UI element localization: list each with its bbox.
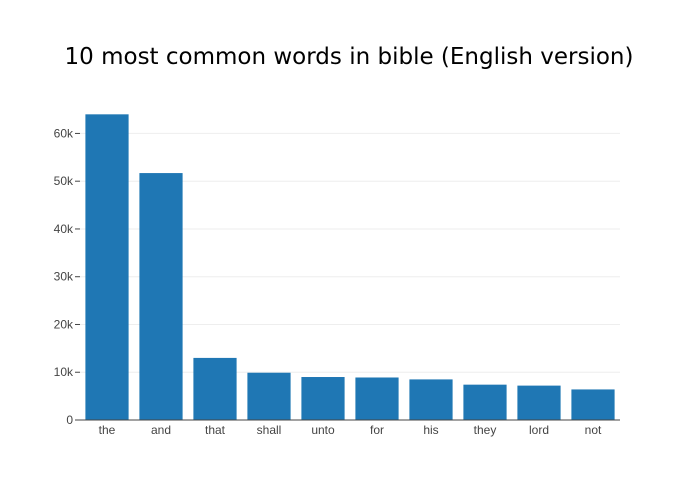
- bar-unto[interactable]: [301, 377, 345, 420]
- y-tick-label: 60k: [54, 126, 74, 140]
- bar-the[interactable]: [85, 114, 129, 420]
- bar-and[interactable]: [139, 173, 183, 420]
- y-tick-label: 0: [66, 413, 73, 427]
- x-tick-label: the: [99, 423, 116, 437]
- x-axis-ticks: the and that shall unto for his they lord not: [99, 423, 602, 437]
- y-tick-label: 50k: [54, 174, 74, 188]
- x-tick-label: they: [474, 423, 497, 437]
- bar-shall[interactable]: [247, 372, 291, 420]
- x-tick-label: that: [205, 423, 226, 437]
- chart-title: 10 most common words in bible (English v…: [65, 44, 634, 70]
- x-tick-label: unto: [311, 423, 335, 437]
- x-tick-label: not: [585, 423, 602, 437]
- bars: [85, 114, 615, 420]
- y-tick-label: 40k: [54, 222, 74, 236]
- bar-they[interactable]: [463, 384, 507, 420]
- y-axis-ticks: 0 10k 20k 30k 40k 50k 60k: [54, 126, 80, 427]
- x-tick-label: his: [423, 423, 438, 437]
- bar-not[interactable]: [571, 389, 615, 420]
- bar-for[interactable]: [355, 377, 399, 420]
- y-tick-label: 30k: [54, 270, 74, 284]
- x-tick-label: lord: [529, 423, 549, 437]
- bar-that[interactable]: [193, 357, 237, 420]
- x-tick-label: and: [151, 423, 171, 437]
- y-tick-label: 20k: [54, 317, 74, 331]
- bar-lord[interactable]: [517, 385, 561, 420]
- x-tick-label: shall: [257, 423, 282, 437]
- bar-his[interactable]: [409, 379, 453, 420]
- y-tick-label: 10k: [54, 365, 74, 379]
- x-tick-label: for: [370, 423, 384, 437]
